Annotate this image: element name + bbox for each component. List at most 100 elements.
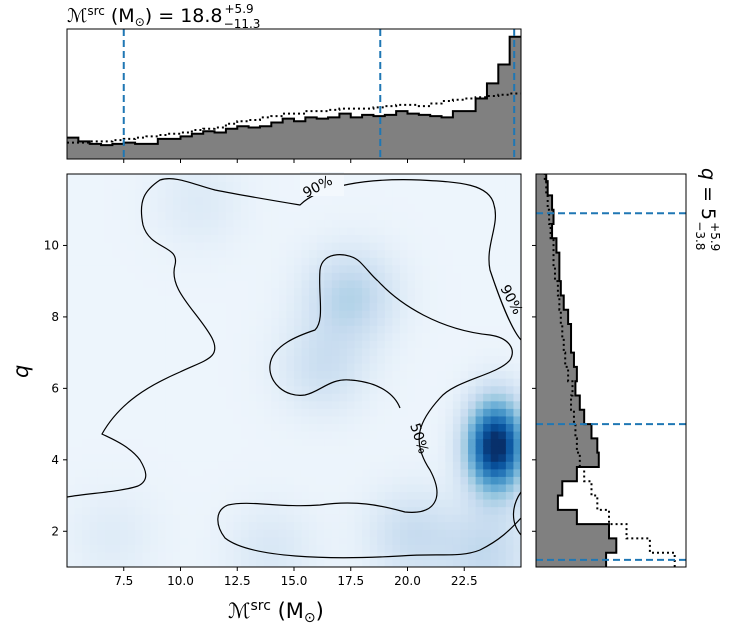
- heatmap-cell: [309, 279, 318, 288]
- heatmap-cell: [422, 521, 431, 530]
- heatmap-cell: [331, 287, 340, 296]
- heatmap-cell: [407, 196, 416, 205]
- heatmap-cell: [119, 189, 129, 198]
- heatmap-cell: [157, 204, 166, 213]
- heatmap-cell: [218, 294, 227, 304]
- heatmap-cell: [112, 189, 121, 198]
- heatmap-cell: [490, 476, 499, 485]
- heatmap-cell: [362, 476, 371, 485]
- heatmap-cell: [392, 302, 401, 311]
- heatmap-cell: [172, 446, 182, 455]
- heatmap-cell: [415, 468, 424, 477]
- heatmap-cell: [97, 483, 106, 493]
- heatmap-cell: [490, 347, 499, 356]
- heatmap-cell: [392, 347, 401, 356]
- heatmap-cell: [97, 529, 106, 538]
- heatmap-cell: [97, 317, 106, 326]
- heatmap-cell: [362, 559, 371, 567]
- heatmap-cell: [97, 378, 106, 387]
- heatmap-cell: [180, 529, 189, 538]
- heatmap-cell: [89, 302, 98, 311]
- heatmap-cell: [294, 287, 303, 296]
- heatmap-cell: [218, 430, 227, 440]
- heatmap-cell: [127, 514, 136, 523]
- heatmap-cell: [415, 446, 424, 455]
- heatmap-cell: [324, 559, 333, 567]
- heatmap-cell: [415, 279, 424, 288]
- heatmap-cell: [445, 461, 454, 470]
- heatmap-cell: [248, 196, 257, 205]
- heatmap-cell: [67, 362, 76, 372]
- heatmap-cell: [74, 461, 83, 470]
- heatmap-cell: [165, 211, 174, 220]
- heatmap-cell: [415, 332, 424, 341]
- heatmap-cell: [127, 400, 136, 409]
- heatmap-cell: [339, 544, 348, 553]
- heatmap-cell: [354, 544, 363, 553]
- heatmap-cell: [82, 340, 91, 349]
- heatmap-cell: [294, 430, 303, 440]
- heatmap-cell: [369, 468, 378, 477]
- heatmap-cell: [354, 347, 363, 356]
- heatmap-cell: [165, 196, 174, 205]
- heatmap-cell: [392, 287, 401, 296]
- heatmap-cell: [278, 529, 288, 538]
- heatmap-cell: [180, 272, 189, 281]
- heatmap-cell: [112, 234, 121, 243]
- heatmap-cell: [74, 378, 83, 387]
- right-marginal-title: q = 5+5.9−3.8: [693, 168, 722, 251]
- heatmap-cell: [369, 196, 378, 205]
- heatmap-cell: [422, 332, 431, 341]
- heatmap-cell: [505, 264, 515, 273]
- heatmap-cell: [392, 362, 401, 372]
- heatmap-cell: [180, 204, 189, 213]
- heatmap-cell: [180, 317, 189, 326]
- heatmap-cell: [256, 415, 265, 425]
- heatmap-cell: [430, 317, 439, 326]
- heatmap-cell: [97, 430, 106, 440]
- heatmap-cell: [188, 189, 197, 198]
- heatmap-cell: [210, 181, 219, 190]
- heatmap-cell: [188, 181, 197, 190]
- heatmap-cell: [82, 453, 91, 462]
- heatmap-cell: [233, 219, 242, 228]
- heatmap-cell: [430, 423, 439, 432]
- heatmap-cell: [362, 340, 371, 349]
- heatmap-cell: [475, 476, 484, 485]
- heatmap-cell: [445, 317, 454, 326]
- heatmap-cell: [286, 498, 295, 508]
- heatmap-cell: [384, 317, 393, 326]
- heatmap-cell: [210, 378, 219, 387]
- heatmap-cell: [89, 219, 98, 228]
- heatmap-cell: [331, 355, 340, 364]
- heatmap-cell: [377, 204, 386, 213]
- heatmap-cell: [241, 279, 250, 288]
- heatmap-cell: [309, 211, 318, 220]
- heatmap-cell: [165, 476, 174, 485]
- heatmap-cell: [112, 536, 121, 545]
- heatmap-cell: [89, 506, 98, 515]
- heatmap-cell: [67, 242, 76, 251]
- heatmap-cell: [82, 347, 91, 356]
- heatmap-cell: [354, 249, 363, 258]
- heatmap-cell: [203, 257, 212, 266]
- heatmap-cell: [82, 249, 91, 258]
- heatmap-cell: [97, 332, 106, 341]
- heatmap-cell: [354, 234, 363, 243]
- heatmap-cell: [218, 196, 227, 205]
- heatmap-cell: [430, 332, 439, 341]
- heatmap-cell: [278, 506, 288, 515]
- heatmap-cell: [301, 317, 310, 326]
- heatmap-cell: [142, 302, 151, 311]
- heatmap-cell: [324, 234, 333, 243]
- heatmap-cell: [188, 415, 197, 425]
- heatmap-cell: [309, 347, 318, 356]
- heatmap-cell: [89, 438, 98, 447]
- heatmap-cell: [354, 468, 363, 477]
- heatmap-cell: [430, 551, 439, 561]
- heatmap-cell: [218, 446, 227, 455]
- heatmap-cell: [195, 498, 204, 508]
- heatmap-cell: [513, 498, 521, 508]
- heatmap-cell: [369, 378, 378, 387]
- heatmap-cell: [324, 506, 333, 515]
